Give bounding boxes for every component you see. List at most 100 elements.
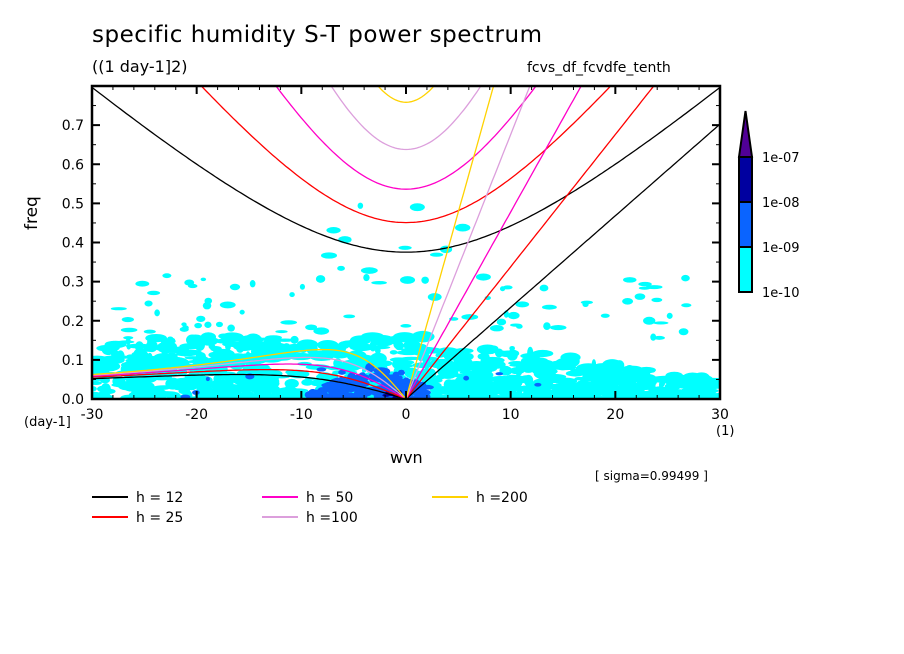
power-contours	[92, 202, 720, 399]
inertio-gravity-wave-curve	[275, 86, 537, 190]
power-patch-1e-10	[645, 285, 663, 290]
y-tick-label: 0.7	[62, 118, 84, 134]
power-patch-1e-10	[461, 314, 479, 320]
colorbar-segment	[738, 156, 753, 203]
power-patch-1e-10	[227, 324, 235, 332]
legend-label: h = 50	[306, 490, 353, 506]
power-patch-1e-10	[653, 321, 669, 325]
power-patch-1e-10	[594, 370, 609, 381]
power-patch-1e-10	[515, 301, 530, 308]
power-patch-1e-10	[229, 283, 241, 291]
x-tick-label: 0	[402, 407, 411, 423]
power-patch-1e-10	[653, 335, 665, 340]
power-patch-1e-10	[144, 300, 153, 307]
power-patch-1e-10	[280, 320, 298, 325]
rossby-wave-curve	[92, 368, 407, 399]
y-axis-ticks: 0.0 0.1 0.2 0.3 0.4 0.5 0.6 0.7	[62, 105, 720, 408]
chart-units: ((1 day-1]2)	[92, 57, 188, 76]
colorbar-label: 1e-07	[762, 151, 800, 166]
power-patch-1e-10	[520, 357, 527, 367]
power-patch-1e-10	[315, 275, 326, 283]
power-patch-1e-10	[635, 393, 658, 399]
power-patch-1e-10	[476, 365, 482, 374]
rossby-wave-curve	[92, 373, 407, 399]
power-patch-1e-10	[179, 343, 202, 350]
power-patch-1e-10	[565, 382, 591, 387]
power-patch-1e-10	[196, 315, 206, 323]
power-patch-1e-10	[375, 347, 381, 355]
y-tick-label: 0.2	[62, 314, 84, 330]
sigma-annotation: [ sigma=0.99499 ]	[595, 469, 708, 483]
power-patch-1e-10	[480, 348, 489, 354]
power-patch-1e-10	[357, 202, 364, 209]
kelvin-wave-curve	[405, 86, 655, 399]
power-patch-1e-10	[219, 301, 236, 309]
power-patch-1e-10	[560, 352, 581, 363]
power-patch-1e-10	[623, 277, 637, 283]
power-patch-1e-10	[553, 377, 578, 385]
power-patch-1e-10	[218, 355, 223, 362]
power-patch-1e-10	[421, 276, 429, 284]
power-patch-1e-09	[316, 367, 327, 372]
power-patch-1e-10	[389, 350, 398, 355]
power-patch-1e-10	[162, 273, 172, 279]
x-tick-label: -30	[81, 407, 104, 423]
inertio-gravity-wave-curve	[330, 86, 482, 151]
inertio-gravity-wave-curve	[200, 86, 612, 224]
power-patch-1e-10	[100, 383, 111, 395]
power-patch-1e-10	[515, 324, 523, 329]
power-patch-1e-10	[147, 290, 161, 296]
power-patch-1e-10	[489, 325, 504, 332]
dispersion-curves	[92, 86, 720, 399]
power-patch-1e-10	[400, 276, 416, 284]
y-tick-label: 0.0	[62, 392, 84, 408]
power-patch-1e-10	[110, 307, 127, 311]
power-patch-1e-10	[121, 316, 135, 323]
power-patch-1e-10	[92, 381, 102, 386]
power-patch-1e-10	[693, 381, 710, 393]
power-patch-1e-10	[187, 283, 198, 289]
power-patch-1e-10	[226, 380, 234, 387]
power-patch-1e-10	[125, 343, 152, 349]
power-patch-1e-10	[543, 322, 551, 331]
power-patch-1e-10	[499, 286, 506, 292]
power-patch-1e-10	[496, 388, 516, 395]
power-patch-1e-10	[553, 364, 577, 371]
power-patch-1e-10	[186, 334, 199, 346]
power-patch-1e-10	[470, 392, 495, 399]
power-patch-1e-10	[541, 304, 557, 310]
power-patch-1e-10	[176, 349, 202, 355]
power-patch-1e-10	[259, 341, 267, 346]
power-patch-1e-10	[120, 327, 138, 333]
power-patch-1e-10	[231, 383, 256, 393]
x-tick-label: -20	[185, 407, 208, 423]
power-patch-1e-10	[218, 389, 230, 398]
power-patch-1e-09	[463, 375, 470, 381]
power-patch-1e-10	[533, 357, 549, 366]
colorbar-label: 1e-10	[762, 286, 800, 301]
power-patch-1e-10	[449, 347, 454, 357]
colorbar-extend-max	[737, 110, 754, 158]
power-patch-1e-10	[147, 336, 153, 347]
power-patch-1e-10	[541, 373, 567, 380]
y-tick-label: 0.4	[62, 236, 84, 252]
power-patch-1e-09	[333, 391, 343, 397]
power-patch-1e-10	[531, 387, 539, 392]
power-patch-1e-10	[306, 343, 318, 355]
x-axis-units: (1)	[716, 424, 735, 439]
power-patch-1e-10	[249, 392, 275, 399]
power-patch-1e-09	[381, 368, 391, 376]
power-patch-1e-10	[429, 350, 446, 354]
power-patch-1e-10	[360, 267, 378, 274]
power-patch-1e-10	[147, 352, 153, 363]
power-patch-1e-10	[125, 358, 133, 363]
y-tick-label: 0.3	[62, 275, 84, 291]
y-tick-label: 0.6	[62, 157, 84, 173]
power-patch-1e-10	[651, 297, 663, 303]
power-patch-1e-10	[634, 293, 646, 300]
power-patch-1e-10	[239, 309, 245, 315]
power-patch-1e-10	[197, 336, 219, 345]
power-patch-1e-10	[475, 273, 491, 281]
power-patch-1e-10	[265, 335, 282, 340]
inertio-gravity-wave-curve	[377, 86, 435, 103]
